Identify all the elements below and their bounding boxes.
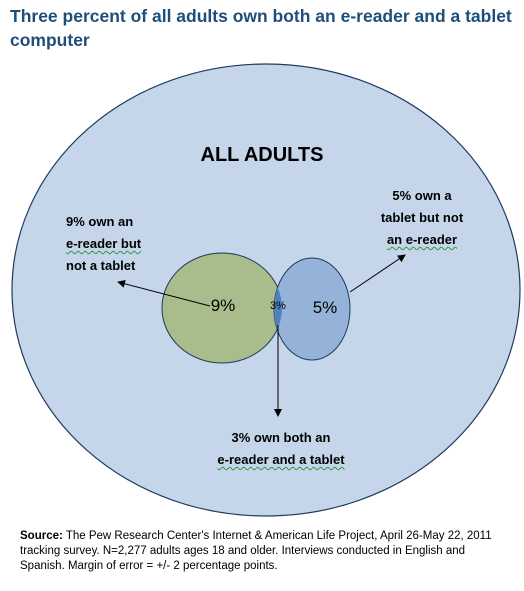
source-note: Source: The Pew Research Center's Intern… bbox=[20, 529, 500, 574]
callout-line: not a tablet bbox=[66, 258, 136, 273]
chart-title: Three percent of all adults own both an … bbox=[10, 6, 512, 50]
callout-line: e-reader but bbox=[66, 236, 142, 251]
source-label: Source: bbox=[20, 530, 63, 542]
callout-line: an e-reader bbox=[386, 232, 458, 247]
ereader-callout-arrow bbox=[117, 279, 211, 307]
callout-line: 9% own an bbox=[66, 214, 134, 229]
callout-line: e-reader and a tablet bbox=[217, 452, 345, 467]
ereader-only-callout: 9% own an e-reader but not a tablet bbox=[66, 211, 141, 277]
source-text: The Pew Research Center's Internet & Ame… bbox=[20, 530, 492, 572]
ereader-only-value: 9% bbox=[210, 296, 236, 315]
all-adults-heading: ALL ADULTS bbox=[200, 144, 324, 166]
tablet-only-value: 5% bbox=[312, 298, 338, 317]
callout-line: 3% own both an bbox=[231, 430, 331, 445]
tablet-only-callout: 5% own a tablet but not an e-reader bbox=[372, 185, 472, 251]
tablet-callout-arrow bbox=[349, 254, 406, 293]
callout-line: tablet but not bbox=[380, 210, 464, 225]
both-value: 3% bbox=[270, 300, 286, 312]
callout-line: 5% own a bbox=[392, 188, 452, 203]
both-callout: 3% own both an e-reader and a tablet bbox=[196, 427, 366, 471]
